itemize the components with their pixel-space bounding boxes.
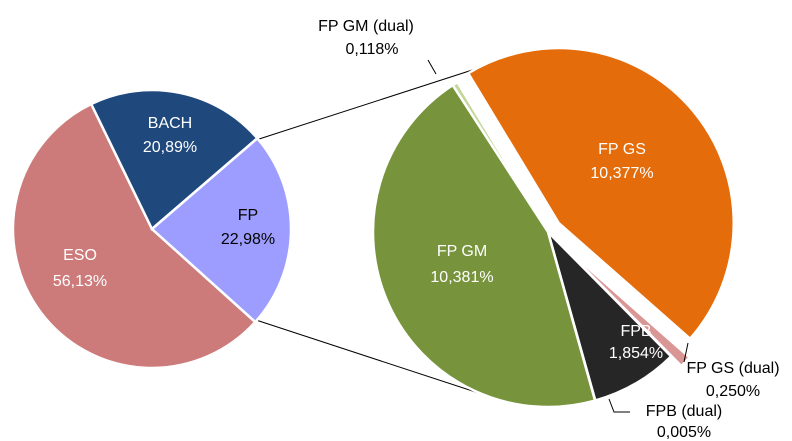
leader-line — [683, 342, 689, 363]
pie-slice — [466, 46, 735, 341]
slice-value: 56,13% — [53, 273, 107, 290]
slice-label: FP GM (dual) — [318, 18, 414, 35]
pie-slice — [150, 136, 293, 324]
pie-slice — [545, 227, 673, 403]
slice-label: FP GM — [437, 243, 487, 260]
slice-value: 22,98% — [221, 231, 275, 248]
slice-label: FP GS (dual) — [686, 360, 779, 377]
connector-line — [255, 319, 504, 402]
slice-label: ESO — [63, 247, 97, 264]
slice-label: FPB — [620, 323, 651, 340]
slice-label: FPB (dual) — [646, 403, 722, 420]
slice-label: FP — [238, 207, 258, 224]
leader-line — [608, 398, 630, 413]
slice-value: 0,250% — [706, 383, 760, 400]
slice-value: 20,89% — [143, 139, 197, 156]
pie-slice — [371, 83, 597, 409]
pie-slice — [11, 102, 258, 370]
slice-value: 10,377% — [590, 165, 653, 182]
pie-slice — [557, 240, 692, 368]
slice-value: 1,854% — [609, 345, 663, 362]
connector-line — [255, 61, 498, 141]
pie-slice — [89, 88, 260, 232]
slice-value: 0,118% — [345, 41, 398, 58]
leader-line — [427, 59, 437, 75]
slice-value: 0,005% — [657, 424, 711, 441]
slice-value: 10,381% — [430, 269, 493, 286]
slice-label: BACH — [148, 115, 192, 132]
slice-label: FP GS — [598, 141, 646, 158]
